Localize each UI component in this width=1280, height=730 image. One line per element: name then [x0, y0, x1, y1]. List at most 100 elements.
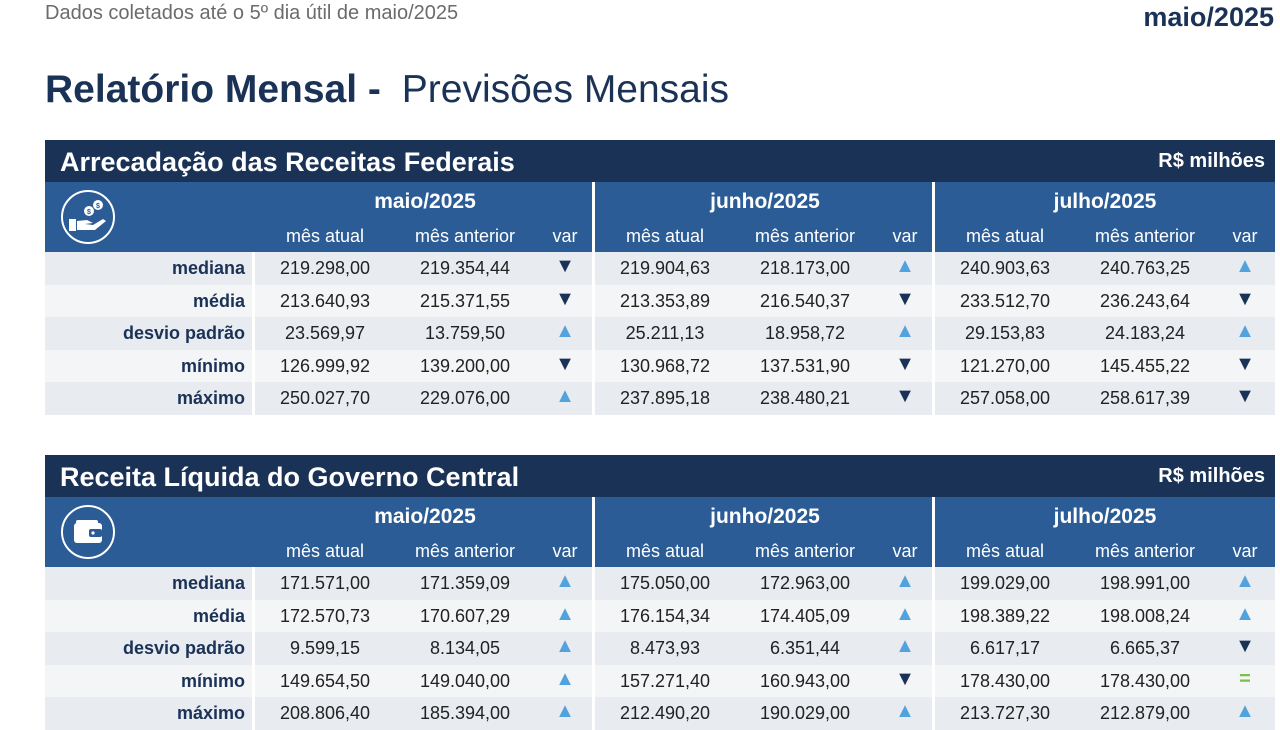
- row-label: média: [192, 290, 245, 311]
- table-row: máximo 208.806,40 185.394,00 ▲ 212.490,20 190…: [45, 697, 1275, 730]
- current-month-value: 233.512,70: [959, 290, 1051, 311]
- row-label: desvio padrão: [122, 323, 245, 343]
- table-row: mínimo 126.999,92 139.200,00 ▼ 130.968,72 137…: [45, 349, 1275, 382]
- current-month-value: 219.904,63: [619, 258, 711, 278]
- var-header: var: [552, 541, 578, 561]
- previous-month-value: 216.540,37: [759, 290, 851, 311]
- data-collection-note: Dados coletados até o 5º dia útil de mai…: [45, 2, 459, 24]
- table-row: mínimo 149.654,50 149.040,00 ▲ 157.271,40 160…: [45, 664, 1275, 697]
- previous-month-value: 198.991,00: [1099, 573, 1191, 593]
- arrow-up-icon: ▲: [895, 602, 915, 625]
- current-month-value: 213.727,30: [959, 703, 1051, 723]
- section-title: Arrecadação das Receitas Federais: [60, 147, 515, 177]
- column-divider: [932, 252, 935, 415]
- previous-month-header: mês anterior: [1094, 541, 1196, 561]
- current-month-value: 172.570,73: [279, 605, 371, 626]
- column-divider: [592, 252, 595, 415]
- current-month-value: 126.999,92: [279, 355, 371, 376]
- previous-month-value: 174.405,09: [759, 605, 851, 626]
- previous-month-value: 215.371,55: [419, 290, 511, 311]
- current-month-value: 199.029,00: [959, 573, 1051, 593]
- current-month-value: 171.571,00: [279, 573, 371, 593]
- arrow-up-icon: ▲: [555, 635, 575, 657]
- current-month-value: 6.617,17: [969, 638, 1041, 658]
- column-divider: [592, 567, 595, 730]
- previous-month-header: mês anterior: [1094, 226, 1196, 246]
- arrow-down-icon: ▼: [895, 352, 915, 375]
- equal-icon: =: [1239, 667, 1251, 690]
- previous-month-value: 190.029,00: [759, 703, 851, 723]
- current-month-value: 212.490,20: [619, 703, 711, 723]
- arrow-up-icon: ▲: [555, 667, 575, 690]
- var-header: var: [892, 541, 918, 561]
- current-month-value: 23.569,97: [284, 323, 366, 343]
- row-label: máximo: [176, 703, 245, 723]
- var-header: var: [1232, 541, 1258, 561]
- arrow-up-icon: ▲: [895, 320, 915, 342]
- previous-month-header: mês anterior: [754, 541, 856, 561]
- current-month-value: 8.473,93: [629, 638, 701, 658]
- row-label: média: [192, 605, 245, 626]
- var-header: var: [552, 226, 578, 246]
- column-divider: [592, 497, 595, 567]
- month-header: junho/2025: [710, 505, 820, 528]
- previous-month-value: 6.665,37: [1109, 638, 1181, 658]
- current-month-header: mês atual: [625, 541, 705, 561]
- column-divider: [932, 567, 935, 730]
- arrow-up-icon: ▲: [895, 255, 915, 277]
- row-label: mediana: [171, 573, 245, 593]
- arrow-down-icon: ▼: [555, 255, 575, 277]
- arrow-down-icon: ▼: [1235, 287, 1255, 310]
- previous-month-value: 170.607,29: [419, 605, 511, 626]
- section-receitas-federais: Arrecadação das Receitas Federais R$ milh…: [45, 140, 1275, 415]
- current-month-value: 213.640,93: [279, 290, 371, 311]
- column-header: $ $ maio/2025 mês atual mês anterior var jun…: [45, 182, 1275, 252]
- previous-month-header: mês anterior: [414, 226, 516, 246]
- arrow-up-icon: ▲: [555, 570, 575, 592]
- row-label: máximo: [176, 388, 245, 408]
- row-label: desvio padrão: [122, 638, 245, 658]
- column-header: maio/2025 mês atual mês anterior var junho/2…: [45, 497, 1275, 567]
- unit-label: R$ milhões: [1158, 465, 1265, 487]
- arrow-up-icon: ▲: [1235, 700, 1255, 722]
- current-month-value: 175.050,00: [619, 573, 711, 593]
- previous-month-value: 212.879,00: [1099, 703, 1191, 723]
- current-month-value: 250.027,70: [279, 388, 371, 408]
- table-row: desvio padrão 23.569,97 13.759,50 ▲ 25.211,1…: [45, 317, 1275, 350]
- current-month-value: 29.153,83: [964, 323, 1046, 343]
- previous-month-value: 238.480,21: [759, 388, 851, 408]
- previous-month-value: 18.958,72: [764, 323, 846, 343]
- arrow-up-icon: ▲: [555, 602, 575, 625]
- column-divider: [932, 182, 935, 252]
- column-divider: [592, 182, 595, 252]
- previous-month-value: 178.430,00: [1099, 670, 1191, 691]
- previous-month-header: mês anterior: [754, 226, 856, 246]
- arrow-up-icon: ▲: [895, 700, 915, 722]
- previous-month-value: 229.076,00: [419, 388, 511, 408]
- row-label: mediana: [171, 258, 245, 278]
- previous-month-value: 149.040,00: [419, 670, 511, 691]
- section-title: Receita Líquida do Governo Central: [60, 462, 520, 492]
- data-table: mediana 171.571,00 171.359,09 ▲ 175.050,00 17…: [45, 567, 1275, 730]
- previous-month-value: 160.943,00: [759, 670, 851, 691]
- current-month-value: 257.058,00: [959, 388, 1051, 408]
- table-row: mediana 171.571,00 171.359,09 ▲ 175.050,00 17…: [45, 567, 1275, 600]
- previous-month-value: 171.359,09: [419, 573, 511, 593]
- current-month-value: 149.654,50: [279, 670, 371, 691]
- current-month-header: mês atual: [965, 541, 1045, 561]
- previous-month-value: 219.354,44: [419, 258, 511, 278]
- table-row: média 213.640,93 215.371,55 ▼ 213.353,89 216.…: [45, 284, 1275, 317]
- month-header: maio/2025: [374, 190, 476, 213]
- current-month-value: 157.271,40: [619, 670, 711, 691]
- column-divider: [252, 567, 255, 730]
- column-divider: [932, 497, 935, 567]
- previous-month-value: 198.008,24: [1099, 605, 1191, 626]
- section-receita-liquida: Receita Líquida do Governo Central R$ mil…: [45, 455, 1275, 730]
- current-month-value: 208.806,40: [279, 703, 371, 723]
- month-header: maio/2025: [374, 505, 476, 528]
- previous-month-value: 6.351,44: [769, 638, 841, 658]
- current-month-header: mês atual: [965, 226, 1045, 246]
- previous-month-value: 236.243,64: [1099, 290, 1191, 311]
- table-row: mediana 219.298,00 219.354,44 ▼ 219.904,63 21…: [45, 252, 1275, 285]
- current-month-value: 240.903,63: [959, 258, 1051, 278]
